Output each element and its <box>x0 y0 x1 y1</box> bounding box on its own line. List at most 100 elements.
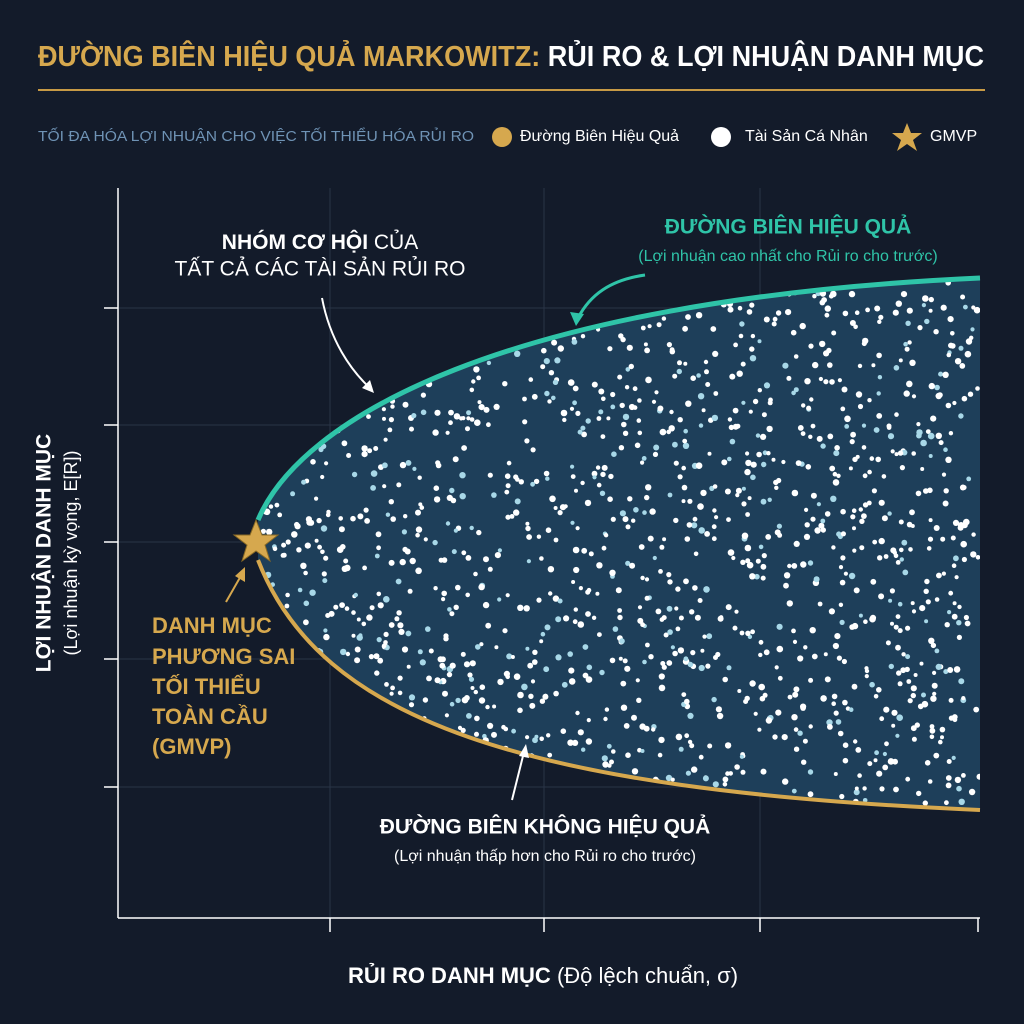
asset-dot <box>832 642 840 650</box>
asset-dot <box>786 375 792 381</box>
asset-dot <box>417 649 423 655</box>
asset-dot <box>911 451 916 456</box>
legend-star <box>892 123 922 151</box>
asset-dot <box>944 800 949 806</box>
asset-dot <box>584 499 592 507</box>
asset-dot <box>910 725 917 732</box>
asset-dot <box>540 364 546 370</box>
asset-dot <box>913 673 918 677</box>
asset-dot <box>598 409 604 415</box>
asset-dot <box>820 527 826 533</box>
asset-dot <box>702 634 707 639</box>
asset-dot <box>895 560 901 565</box>
asset-dot <box>878 593 885 600</box>
arrow <box>576 273 646 319</box>
asset-dot <box>716 712 724 720</box>
asset-dot <box>473 571 478 577</box>
asset-dot <box>793 540 800 548</box>
asset-dot <box>750 333 756 339</box>
asset-dot <box>855 391 863 398</box>
asset-dot <box>824 305 831 312</box>
asset-dot <box>631 714 637 721</box>
asset-dot <box>861 341 867 347</box>
asset-dot <box>581 747 586 752</box>
asset-dot <box>338 526 345 533</box>
asset-dot <box>854 310 860 316</box>
asset-dot <box>910 601 915 606</box>
asset-dot <box>952 400 957 406</box>
asset-dot <box>700 648 705 653</box>
asset-dot <box>714 515 719 520</box>
asset-dot <box>834 633 841 640</box>
asset-dot <box>453 413 461 420</box>
asset-dot <box>804 378 811 385</box>
asset-dot <box>733 342 738 348</box>
asset-dot <box>929 734 935 740</box>
asset-dot <box>632 405 638 410</box>
asset-dot <box>511 728 516 734</box>
asset-dot <box>953 666 961 673</box>
asset-dot <box>947 316 954 323</box>
asset-dot <box>698 423 704 428</box>
asset-dot <box>777 675 783 681</box>
asset-dot <box>763 316 770 323</box>
asset-dot <box>747 496 752 501</box>
asset-dot <box>503 726 509 732</box>
asset-dot <box>737 689 742 693</box>
asset-dot <box>620 704 628 711</box>
asset-dot <box>551 395 556 401</box>
asset-dot <box>572 619 578 625</box>
asset-dot <box>832 479 840 486</box>
asset-dot <box>960 540 967 548</box>
asset-dot <box>926 546 932 551</box>
asset-dot <box>433 496 441 503</box>
asset-dot <box>748 409 753 414</box>
asset-dot <box>633 507 639 513</box>
asset-dot <box>505 483 511 489</box>
asset-dot <box>810 423 816 429</box>
asset-dot <box>928 518 933 523</box>
asset-dot <box>893 365 900 371</box>
asset-dot <box>704 531 710 537</box>
asset-dot <box>938 371 944 377</box>
asset-dot <box>466 416 471 421</box>
asset-dot <box>943 447 948 453</box>
asset-dot <box>284 603 290 609</box>
asset-dot <box>783 572 791 579</box>
asset-dot <box>340 648 347 656</box>
asset-dot <box>756 451 762 458</box>
asset-dot <box>878 499 885 506</box>
asset-dot <box>786 600 793 607</box>
asset-dot <box>927 779 933 784</box>
asset-dot <box>945 456 952 463</box>
arrowhead <box>235 567 245 582</box>
asset-dot <box>816 502 822 507</box>
asset-dot <box>812 361 819 369</box>
asset-dot <box>710 326 717 332</box>
asset-dot <box>324 461 329 466</box>
asset-dot <box>637 605 643 610</box>
asset-dot <box>644 494 650 501</box>
asset-dot <box>948 697 954 703</box>
asset-dot <box>865 307 870 313</box>
asset-dot <box>528 693 534 699</box>
asset-dot <box>878 537 885 545</box>
asset-dot <box>697 503 704 510</box>
asset-dot <box>383 640 388 645</box>
asset-dot <box>572 400 577 406</box>
asset-dot <box>677 474 683 480</box>
asset-dot <box>919 661 924 666</box>
asset-dot <box>358 633 363 638</box>
asset-dot <box>828 608 836 615</box>
annotation: (Lợi nhuận thấp hơn cho Rủi ro cho trước… <box>394 848 696 865</box>
asset-dot <box>790 329 797 336</box>
asset-dot <box>547 399 552 404</box>
asset-dot <box>910 692 916 699</box>
asset-dot <box>827 724 832 729</box>
asset-dot <box>567 739 574 746</box>
asset-dot <box>697 393 705 400</box>
asset-dot <box>674 606 679 611</box>
asset-dot <box>740 361 746 367</box>
asset-dot <box>888 598 893 603</box>
asset-dot <box>831 693 838 700</box>
